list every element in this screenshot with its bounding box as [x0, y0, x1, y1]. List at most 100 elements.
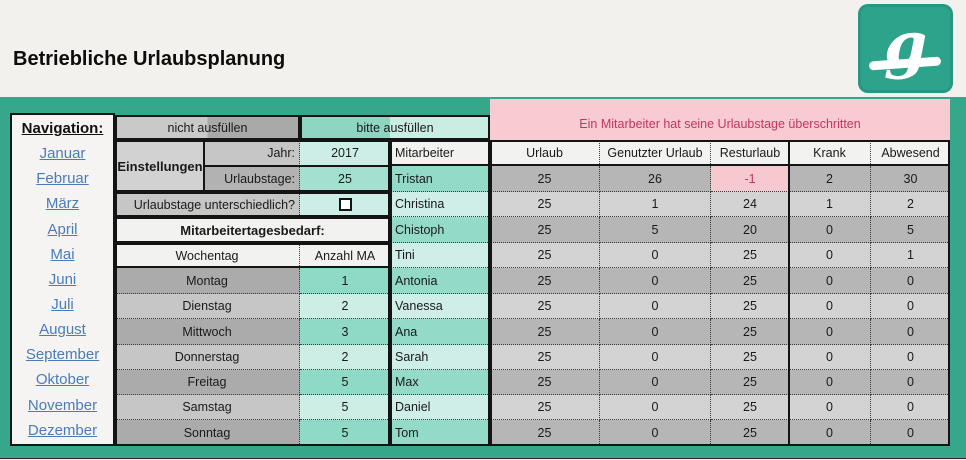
- absent-cell: 30: [871, 166, 950, 192]
- weekday-count-cell[interactable]: 5: [300, 370, 390, 395]
- count-col-header: Anzahl MA: [300, 243, 390, 268]
- vacation-cell: 25: [490, 370, 600, 395]
- absent-cell: 0: [871, 319, 950, 345]
- employee-name-cell[interactable]: Sarah: [390, 345, 490, 370]
- nav-link-august[interactable]: August: [39, 321, 86, 339]
- nav-link-mai[interactable]: Mai: [50, 245, 75, 263]
- employee-name-cell[interactable]: Chistoph: [390, 217, 490, 243]
- nav-link-juli[interactable]: Juli: [51, 296, 74, 314]
- absent-cell: 0: [871, 420, 950, 446]
- weekday-cell: Dienstag: [115, 294, 300, 319]
- sick-cell: 0: [789, 370, 871, 395]
- remaining-cell-negative: -1: [711, 166, 789, 192]
- different-days-checkbox[interactable]: [338, 198, 352, 211]
- sick-cell: 0: [789, 243, 871, 268]
- used-cell: 0: [600, 243, 711, 268]
- sick-cell: 1: [789, 192, 871, 217]
- used-cell: 1: [600, 192, 711, 217]
- settings-group-label: Einstellungen: [115, 140, 205, 192]
- year-value-cell[interactable]: 2017: [300, 140, 390, 166]
- nav-link-februar[interactable]: Februar: [36, 170, 89, 188]
- sick-cell: 0: [789, 268, 871, 294]
- vacation-days-label: Urlaubstage:: [205, 166, 300, 192]
- used-cell: 0: [600, 345, 711, 370]
- nav-link-oktober[interactable]: Oktober: [35, 371, 90, 389]
- remaining-cell: 25: [711, 319, 789, 345]
- vacation-days-value-cell[interactable]: 25: [300, 166, 390, 192]
- vacation-cell: 25: [490, 395, 600, 420]
- daily-need-label: Mitarbeitertagesbedarf:: [115, 217, 390, 243]
- weekday-cell: Mittwoch: [115, 319, 300, 345]
- vacation-cell: 25: [490, 192, 600, 217]
- vacation-cell: 25: [490, 345, 600, 370]
- page-header: Betriebliche Urlaubsplanung g: [0, 0, 966, 97]
- employee-name-cell[interactable]: Tini: [390, 243, 490, 268]
- used-cell: 0: [600, 294, 711, 319]
- navigation-title: Navigation:: [21, 120, 104, 138]
- used-cell: 0: [600, 370, 711, 395]
- nav-link-september[interactable]: September: [25, 346, 100, 364]
- worksheet-area: Navigation: Januar Februar März April Ma…: [0, 97, 966, 458]
- weekday-count-cell[interactable]: 5: [300, 395, 390, 420]
- weekday-count-cell[interactable]: 5: [300, 420, 390, 446]
- vacation-cell: 25: [490, 166, 600, 192]
- nav-link-november[interactable]: November: [27, 396, 98, 414]
- nav-link-maerz[interactable]: März: [45, 195, 80, 213]
- used-cell: 5: [600, 217, 711, 243]
- employee-name-cell[interactable]: Tristan: [390, 166, 490, 192]
- bottom-strip: [0, 458, 966, 460]
- vacation-cell: 25: [490, 217, 600, 243]
- different-days-checkbox-cell: [300, 192, 390, 217]
- remaining-cell: 25: [711, 294, 789, 319]
- sick-cell: 0: [789, 420, 871, 446]
- nav-link-juni[interactable]: Juni: [48, 270, 77, 288]
- logo-g-glyph: g: [883, 8, 928, 81]
- weekday-count-cell[interactable]: 3: [300, 319, 390, 345]
- sick-cell: 0: [789, 319, 871, 345]
- sick-cell: 0: [789, 294, 871, 319]
- weekday-count-cell[interactable]: 2: [300, 345, 390, 370]
- absent-cell: 0: [871, 268, 950, 294]
- employee-name-cell[interactable]: Christina: [390, 192, 490, 217]
- nav-link-dezember[interactable]: Dezember: [27, 421, 98, 439]
- weekday-cell: Sonntag: [115, 420, 300, 446]
- different-days-question: Urlaubstage unterschiedlich?: [115, 192, 300, 217]
- vacation-col-header: Urlaub: [490, 140, 600, 166]
- employee-name-cell[interactable]: Tom: [390, 420, 490, 446]
- vacation-cell: 25: [490, 268, 600, 294]
- navigation-panel: Navigation: Januar Februar März April Ma…: [10, 113, 115, 446]
- employee-name-cell[interactable]: Daniel: [390, 395, 490, 420]
- vacation-cell: 25: [490, 294, 600, 319]
- absent-cell: 2: [871, 192, 950, 217]
- employee-name-cell[interactable]: Max: [390, 370, 490, 395]
- weekday-count-cell[interactable]: 1: [300, 268, 390, 294]
- remaining-cell: 25: [711, 370, 789, 395]
- weekday-col-header: Wochentag: [115, 243, 300, 268]
- weekday-cell: Montag: [115, 268, 300, 294]
- employee-name-cell[interactable]: Vanessa: [390, 294, 490, 319]
- sick-cell: 2: [789, 166, 871, 192]
- remaining-cell: 25: [711, 345, 789, 370]
- absent-cell: 5: [871, 217, 950, 243]
- nav-link-januar[interactable]: Januar: [39, 145, 86, 163]
- vacation-cell: 25: [490, 319, 600, 345]
- weekday-count-cell[interactable]: 2: [300, 294, 390, 319]
- sick-cell: 0: [789, 345, 871, 370]
- please-fill-hint: bitte ausfüllen: [300, 115, 490, 140]
- vacation-cell: 25: [490, 243, 600, 268]
- absent-cell: 0: [871, 294, 950, 319]
- used-cell: 26: [600, 166, 711, 192]
- absent-cell: 1: [871, 243, 950, 268]
- warning-banner: Ein Mitarbeiter hat seine Urlaubstage üb…: [490, 99, 950, 140]
- employee-col-header: Mitarbeiter: [390, 140, 490, 166]
- employee-name-cell[interactable]: Antonia: [390, 268, 490, 294]
- page-title: Betriebliche Urlaubsplanung: [13, 48, 286, 70]
- vacation-cell: 25: [490, 420, 600, 446]
- weekday-cell: Donnerstag: [115, 345, 300, 370]
- used-col-header: Genutzter Urlaub: [600, 140, 711, 166]
- nav-link-april[interactable]: April: [47, 220, 78, 238]
- remaining-cell: 25: [711, 243, 789, 268]
- weekday-cell: Samstag: [115, 395, 300, 420]
- employee-name-cell[interactable]: Ana: [390, 319, 490, 345]
